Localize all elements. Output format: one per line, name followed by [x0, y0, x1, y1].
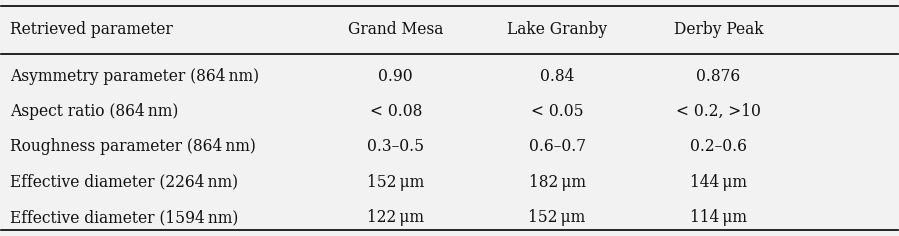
Text: 0.3–0.5: 0.3–0.5	[367, 139, 424, 156]
Text: 144 μm: 144 μm	[690, 174, 747, 191]
Text: 0.84: 0.84	[540, 67, 574, 84]
Text: 0.90: 0.90	[378, 67, 413, 84]
Text: Grand Mesa: Grand Mesa	[348, 21, 443, 38]
Text: < 0.2, >10: < 0.2, >10	[676, 103, 761, 120]
Text: < 0.05: < 0.05	[530, 103, 583, 120]
Text: 122 μm: 122 μm	[367, 209, 424, 226]
Text: 0.6–0.7: 0.6–0.7	[529, 139, 585, 156]
Text: Effective diameter (2264 nm): Effective diameter (2264 nm)	[11, 174, 238, 191]
Text: Lake Granby: Lake Granby	[507, 21, 607, 38]
Text: 182 μm: 182 μm	[529, 174, 585, 191]
Text: Aspect ratio (864 nm): Aspect ratio (864 nm)	[11, 103, 179, 120]
Text: 152 μm: 152 μm	[367, 174, 424, 191]
Text: 0.2–0.6: 0.2–0.6	[690, 139, 747, 156]
Text: < 0.08: < 0.08	[369, 103, 422, 120]
Text: Retrieved parameter: Retrieved parameter	[11, 21, 174, 38]
Text: Roughness parameter (864 nm): Roughness parameter (864 nm)	[11, 139, 256, 156]
Text: Derby Peak: Derby Peak	[673, 21, 763, 38]
Text: 0.876: 0.876	[696, 67, 741, 84]
Text: Effective diameter (1594 nm): Effective diameter (1594 nm)	[11, 209, 239, 226]
Text: Asymmetry parameter (864 nm): Asymmetry parameter (864 nm)	[11, 67, 260, 84]
Text: 114 μm: 114 μm	[690, 209, 747, 226]
Text: 152 μm: 152 μm	[529, 209, 585, 226]
